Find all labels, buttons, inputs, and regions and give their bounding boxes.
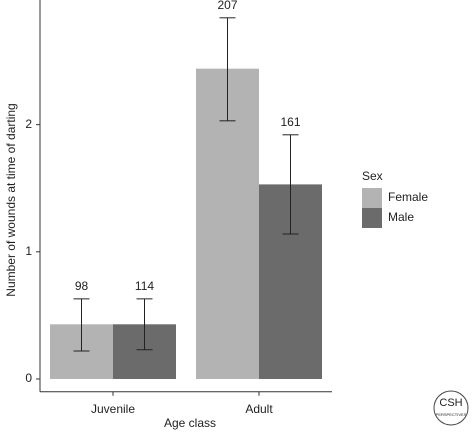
count-label: 98: [75, 279, 89, 293]
logo-subtext: PERSPECTIVES: [436, 412, 467, 417]
x-tick-label: Juvenile: [91, 402, 135, 416]
count-label: 207: [217, 0, 237, 12]
x-tick-label: Adult: [245, 402, 273, 416]
legend-label: Female: [388, 190, 428, 204]
legend-swatch: [362, 208, 382, 228]
y-tick-label: 2: [25, 117, 32, 131]
x-axis-title: Age class: [164, 416, 216, 430]
y-axis-title: Number of wounds at time of darting: [4, 103, 18, 296]
count-label: 114: [135, 279, 154, 293]
logo-ring: [433, 390, 469, 426]
y-tick-label: 0: [25, 371, 32, 385]
logo-text: CSH: [439, 397, 462, 409]
legend-title: Sex: [362, 169, 383, 183]
legend-swatch: [362, 188, 382, 208]
logo: CSH PERSPECTIVES: [433, 390, 469, 426]
count-label: 161: [280, 115, 300, 129]
y-tick-label: 1: [25, 244, 32, 258]
legend-label: Male: [388, 210, 414, 224]
